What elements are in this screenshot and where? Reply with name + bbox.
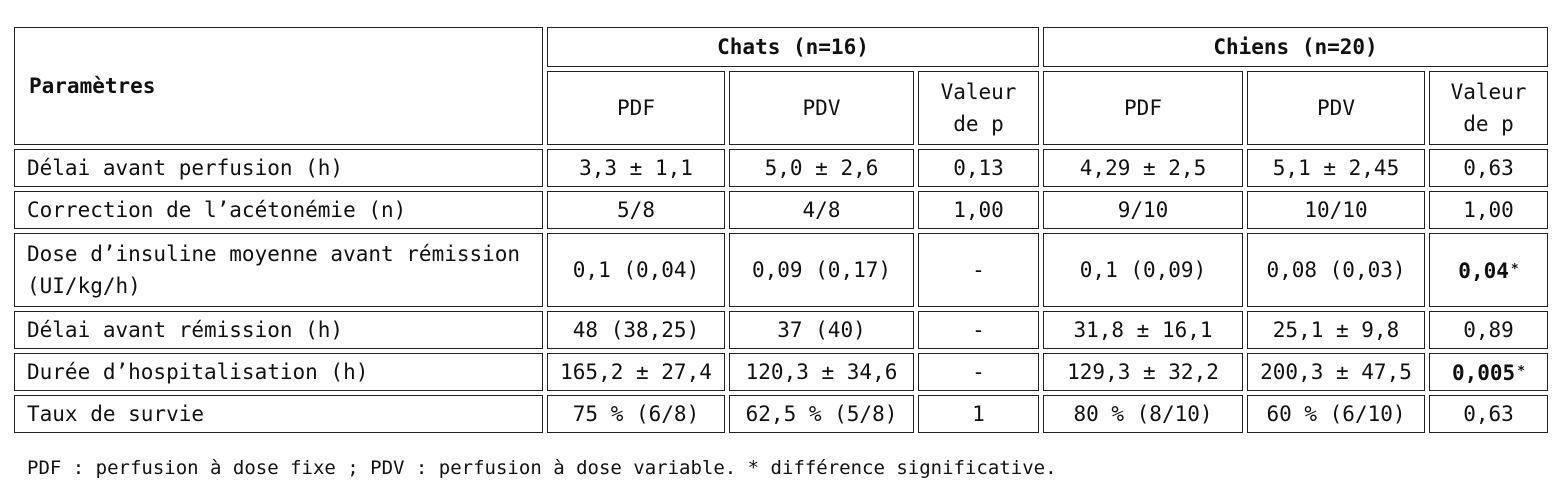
cell-cats-pdv: 120,3 ± 34,6 — [729, 353, 914, 391]
header-dogs-pdf: PDF — [1043, 71, 1243, 145]
header-parameters: Paramètres — [14, 27, 543, 145]
row-label: Dose d’insuline moyenne avant rémission … — [14, 233, 543, 307]
cell-dogs-pdf: 129,3 ± 32,2 — [1043, 353, 1243, 391]
cell-cats-pdf: 75 % (6/8) — [547, 395, 725, 433]
cell-cats-p: 1 — [918, 395, 1039, 433]
p-value: 0,04 — [1458, 258, 1509, 283]
row-label: Correction de l’acétonémie (n) — [14, 191, 543, 229]
cell-dogs-p-significant: 0,04 * — [1429, 233, 1548, 307]
cell-cats-pdf: 165,2 ± 27,4 — [547, 353, 725, 391]
cell-cats-pdv: 0,09 (0,17) — [729, 233, 914, 307]
header-cats-pdf: PDF — [547, 71, 725, 145]
cell-dogs-pdv: 200,3 ± 47,5 — [1247, 353, 1425, 391]
cell-dogs-pdf: 9/10 — [1043, 191, 1243, 229]
header-dogs-pvalue: Valeur de p — [1429, 71, 1548, 145]
cell-cats-pdv: 4/8 — [729, 191, 914, 229]
table-row: Correction de l’acétonémie (n) 5/8 4/8 1… — [14, 191, 1548, 229]
cell-dogs-pdf: 31,8 ± 16,1 — [1043, 311, 1243, 349]
cell-cats-p: - — [918, 353, 1039, 391]
table-row: Taux de survie 75 % (6/8) 62,5 % (5/8) 1… — [14, 395, 1548, 433]
header-group-cats: Chats (n=16) — [547, 27, 1039, 67]
cell-dogs-p-significant: 0,005 * — [1429, 353, 1548, 391]
cell-cats-p: - — [918, 233, 1039, 307]
cell-dogs-pdv: 10/10 — [1247, 191, 1425, 229]
cell-dogs-p: 0,63 — [1429, 395, 1548, 433]
significance-marker: * — [1517, 363, 1526, 379]
header-cats-pdv: PDV — [729, 71, 914, 145]
row-label: Durée d’hospitalisation (h) — [14, 353, 543, 391]
row-label: Taux de survie — [14, 395, 543, 433]
table-row: Délai avant rémission (h) 48 (38,25) 37 … — [14, 311, 1548, 349]
table-row: Dose d’insuline moyenne avant rémission … — [14, 233, 1548, 307]
cell-cats-pdf: 5/8 — [547, 191, 725, 229]
cell-dogs-pdf: 4,29 ± 2,5 — [1043, 149, 1243, 187]
header-dogs-pdv: PDV — [1247, 71, 1425, 145]
table-row: Délai avant perfusion (h) 3,3 ± 1,1 5,0 … — [14, 149, 1548, 187]
cell-cats-pdf: 3,3 ± 1,1 — [547, 149, 725, 187]
header-cats-pvalue: Valeur de p — [918, 71, 1039, 145]
table-footnote: PDF : perfusion à dose fixe ; PDV : perf… — [27, 457, 1057, 479]
cell-cats-pdv: 5,0 ± 2,6 — [729, 149, 914, 187]
cell-dogs-pdv: 60 % (6/10) — [1247, 395, 1425, 433]
cell-cats-pdf: 0,1 (0,04) — [547, 233, 725, 307]
table-row: Durée d’hospitalisation (h) 165,2 ± 27,4… — [14, 353, 1548, 391]
cell-cats-pdf: 48 (38,25) — [547, 311, 725, 349]
results-table: Paramètres Chats (n=16) Chiens (n=20) PD… — [10, 23, 1552, 437]
cell-dogs-p: 0,63 — [1429, 149, 1548, 187]
cell-cats-pdv: 62,5 % (5/8) — [729, 395, 914, 433]
cell-cats-p: - — [918, 311, 1039, 349]
cell-cats-pdv: 37 (40) — [729, 311, 914, 349]
row-label: Délai avant perfusion (h) — [14, 149, 543, 187]
cell-dogs-pdv: 25,1 ± 9,8 — [1247, 311, 1425, 349]
cell-dogs-pdf: 80 % (8/10) — [1043, 395, 1243, 433]
significance-marker: * — [1510, 261, 1519, 277]
cell-dogs-p: 1,00 — [1429, 191, 1548, 229]
row-label: Délai avant rémission (h) — [14, 311, 543, 349]
cell-dogs-pdf: 0,1 (0,09) — [1043, 233, 1243, 307]
cell-cats-p: 0,13 — [918, 149, 1039, 187]
cell-cats-p: 1,00 — [918, 191, 1039, 229]
header-group-dogs: Chiens (n=20) — [1043, 27, 1548, 67]
cell-dogs-pdv: 5,1 ± 2,45 — [1247, 149, 1425, 187]
p-value: 0,005 — [1451, 360, 1516, 385]
cell-dogs-pdv: 0,08 (0,03) — [1247, 233, 1425, 307]
cell-dogs-p: 0,89 — [1429, 311, 1548, 349]
